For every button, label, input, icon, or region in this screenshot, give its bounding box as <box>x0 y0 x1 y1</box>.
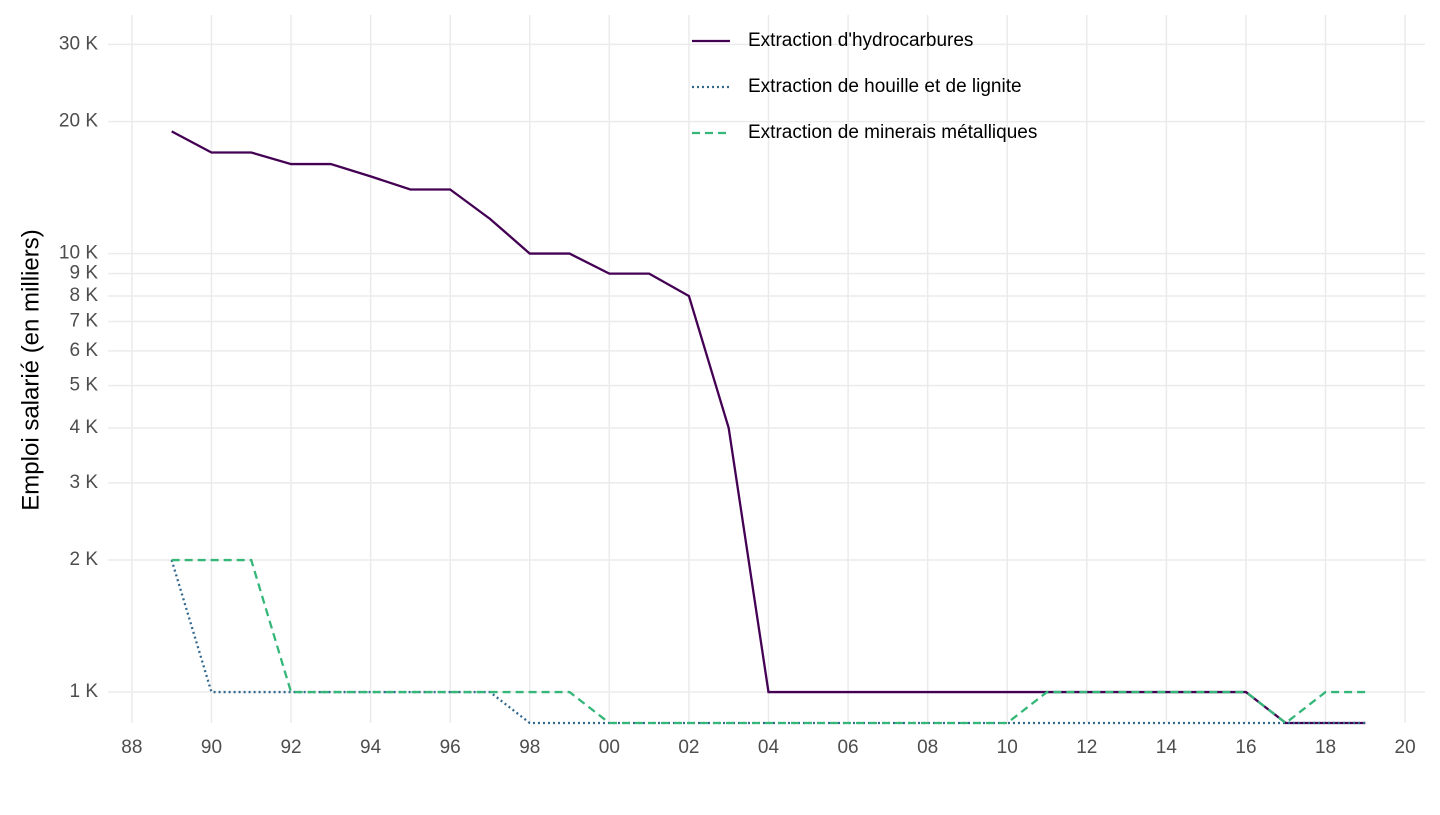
y-tick-label: 6 K <box>69 340 98 361</box>
y-tick-label: 2 K <box>69 549 98 570</box>
x-tick-label: 10 <box>997 737 1018 758</box>
x-tick-label: 06 <box>837 737 858 758</box>
x-tick-label: 90 <box>201 737 222 758</box>
y-tick-label: 30 K <box>59 33 98 54</box>
series-line <box>171 558 1366 725</box>
legend-label: Extraction de houille et de lignite <box>748 76 1022 97</box>
y-tick-label: 20 K <box>59 111 98 132</box>
x-tick-label: 02 <box>678 737 699 758</box>
x-tick-label: 16 <box>1235 737 1256 758</box>
x-tick-label: 20 <box>1395 737 1416 758</box>
y-tick-label: 1 K <box>69 681 98 702</box>
y-tick-label: 5 K <box>69 375 98 396</box>
series-line <box>171 130 1366 725</box>
y-tick-label: 8 K <box>69 285 98 306</box>
x-tick-label: 98 <box>519 737 540 758</box>
x-tick-label: 96 <box>440 737 461 758</box>
x-tick-label: 08 <box>917 737 938 758</box>
y-tick-label: 7 K <box>69 311 98 332</box>
y-axis-label: Emploi salarié (en milliers) <box>17 229 44 510</box>
x-tick-label: 94 <box>360 737 382 758</box>
x-tick-label: 12 <box>1076 737 1097 758</box>
y-tick-label: 3 K <box>69 472 98 493</box>
grid <box>108 15 1425 723</box>
x-tick-label: 88 <box>121 737 142 758</box>
y-tick-label: 9 K <box>69 263 98 284</box>
x-tick-label: 18 <box>1315 737 1336 758</box>
x-tick-label: 14 <box>1156 737 1178 758</box>
x-tick-label: 04 <box>758 737 780 758</box>
legend-label: Extraction d'hydrocarbures <box>748 30 973 51</box>
y-tick-label: 10 K <box>59 243 98 264</box>
x-tick-label: 92 <box>280 737 301 758</box>
y-tick-label: 4 K <box>69 417 98 438</box>
legend-label: Extraction de minerais métalliques <box>748 122 1037 143</box>
x-tick-label: 00 <box>599 737 620 758</box>
